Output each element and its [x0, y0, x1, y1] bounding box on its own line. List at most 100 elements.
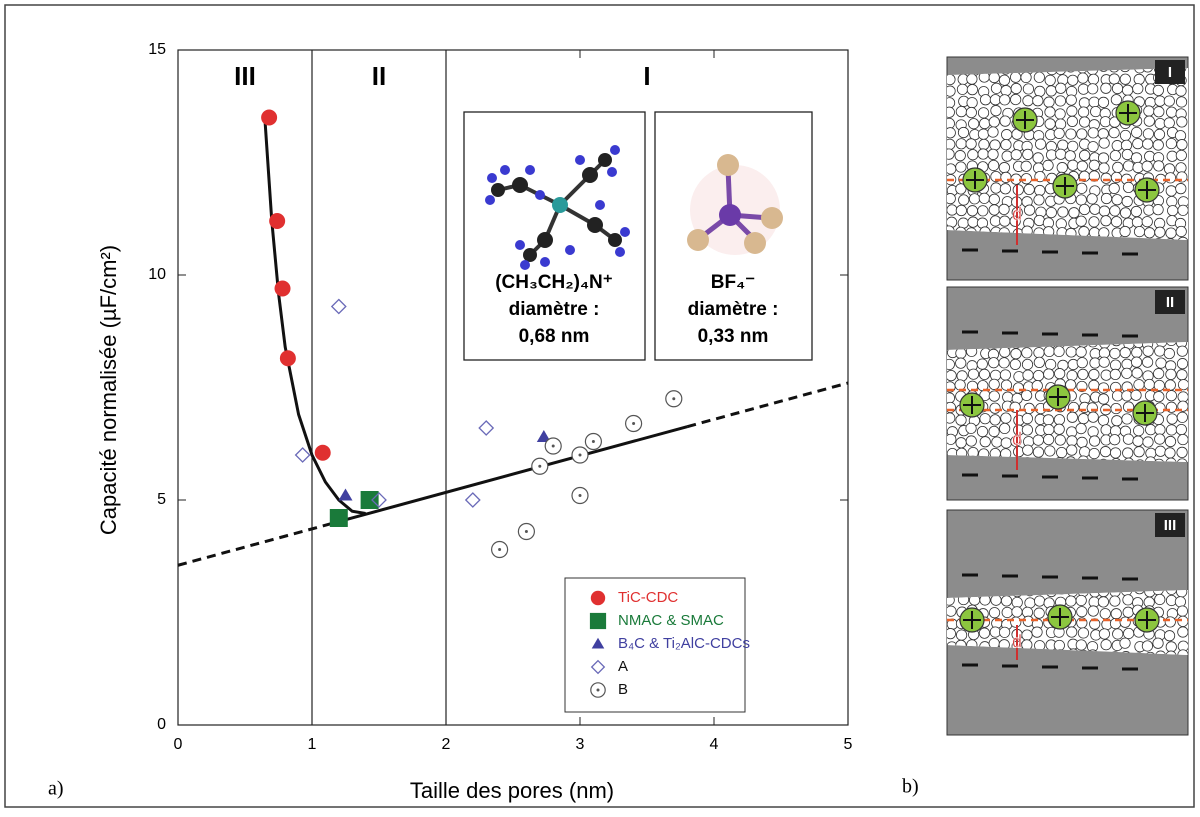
cation-sign — [1119, 104, 1137, 122]
solvent-molecule — [965, 435, 977, 447]
solvent-molecule — [1177, 433, 1188, 446]
solvent-molecule — [1119, 347, 1131, 359]
solvent-molecule — [1045, 206, 1057, 219]
solvent-molecule — [1119, 207, 1132, 219]
solvent-molecule — [1175, 225, 1187, 238]
solvent-molecule — [1010, 616, 1022, 628]
solvent-molecule — [1010, 93, 1022, 106]
solvent-molecule — [947, 148, 955, 160]
solvent-molecule — [1155, 357, 1167, 369]
solvent-molecule — [1078, 116, 1091, 128]
solvent-molecule — [1054, 368, 1066, 380]
solvent-molecule — [991, 436, 1003, 448]
solvent-molecule — [1090, 105, 1102, 118]
solvent-molecule — [989, 402, 1001, 414]
solvent-molecule — [1021, 412, 1033, 425]
solvent-molecule — [1164, 447, 1176, 459]
solvent-molecule — [1087, 411, 1099, 423]
cation-sign — [1051, 608, 1069, 626]
solvent-molecule — [1133, 652, 1145, 655]
solvent-molecule — [966, 205, 978, 217]
marker-dot — [524, 530, 528, 533]
solvent-molecule — [947, 73, 956, 86]
solvent-molecule — [957, 217, 969, 229]
solvent-molecule — [1043, 433, 1055, 446]
legend-label: NMAC & SMAC — [618, 612, 724, 629]
gap-label: d — [1012, 204, 1022, 224]
solvent-molecule — [1032, 446, 1045, 458]
solvent-molecule — [978, 627, 991, 639]
solvent-molecule — [967, 368, 980, 380]
solvent-molecule — [956, 83, 969, 95]
cation-sign — [1056, 177, 1074, 195]
solvent-molecule — [1109, 205, 1121, 217]
solvent-molecule — [1075, 346, 1087, 358]
marker-circle — [314, 444, 331, 461]
solvent-molecule — [1122, 606, 1134, 618]
solvent-molecule — [947, 85, 956, 97]
solvent-molecule — [955, 138, 967, 150]
solvent-molecule — [1054, 108, 1066, 120]
solvent-molecule — [1076, 160, 1088, 172]
solvent-molecule — [1065, 346, 1077, 358]
solvent-molecule — [1122, 84, 1134, 96]
solvent-molecule — [1109, 447, 1122, 459]
solvent-molecule — [1130, 152, 1143, 164]
legend-label: A — [618, 658, 628, 675]
solvent-molecule — [947, 138, 956, 150]
solvent-molecule — [1133, 379, 1145, 391]
solvent-molecule — [1119, 616, 1131, 628]
solvent-molecule — [955, 161, 967, 173]
solvent-molecule — [1067, 74, 1079, 86]
solvent-molecule — [1097, 96, 1110, 108]
solvent-molecule — [1098, 137, 1110, 149]
solvent-molecule — [1032, 370, 1045, 382]
solvent-molecule — [1109, 149, 1121, 162]
solvent-molecule — [1078, 203, 1091, 216]
marker-circle — [269, 213, 286, 229]
solvent-molecule — [1097, 382, 1110, 394]
marker-dot — [551, 444, 555, 448]
solvent-molecule — [947, 433, 957, 445]
solvent-molecule — [1087, 141, 1099, 153]
solvent-molecule — [1165, 185, 1177, 197]
solvent-molecule — [1154, 226, 1166, 238]
solvent-molecule — [1022, 83, 1035, 95]
marker-dotcircle — [531, 457, 549, 475]
solvent-molecule — [1097, 596, 1110, 608]
solvent-molecule — [1089, 203, 1101, 215]
solvent-molecule — [1164, 238, 1176, 240]
solvent-molecule — [1176, 605, 1188, 617]
solvent-molecule — [1033, 356, 1045, 368]
solvent-molecule — [1066, 435, 1078, 447]
solvent-molecule — [1176, 369, 1188, 381]
solvent-molecule — [989, 626, 1001, 638]
solvent-molecule — [1176, 116, 1188, 128]
x-tick-label: 4 — [710, 736, 719, 753]
solvent-molecule — [1033, 347, 1045, 359]
solvent-molecule — [999, 215, 1011, 227]
solvent-molecule — [1021, 358, 1034, 371]
x-tick-label: 3 — [576, 736, 585, 753]
molecule-tea — [485, 145, 630, 270]
solvent-molecule — [1088, 216, 1100, 228]
solvent-molecule — [1056, 446, 1068, 459]
solvent-molecule — [978, 138, 990, 151]
solvent-molecule — [1066, 115, 1078, 127]
legend-label: B₄C & Ti₂AlC-CDCs — [618, 635, 750, 652]
solvent-molecule — [1097, 128, 1109, 140]
solvent-molecule — [1121, 413, 1133, 425]
solvent-molecule — [1130, 205, 1142, 218]
solvent-molecule — [987, 126, 999, 138]
cation-sign — [1016, 111, 1034, 129]
gap-label: d — [1012, 429, 1022, 449]
solvent-molecule — [1132, 161, 1144, 174]
solvent-molecule — [958, 194, 970, 206]
solvent-molecule — [1057, 139, 1069, 151]
solvent-molecule — [977, 128, 990, 140]
solvent-molecule — [1010, 348, 1022, 360]
solvent-molecule — [1111, 194, 1123, 206]
solvent-molecule — [1100, 172, 1112, 184]
solvent-molecule — [1165, 390, 1177, 402]
panel-label: b) — [902, 776, 919, 798]
